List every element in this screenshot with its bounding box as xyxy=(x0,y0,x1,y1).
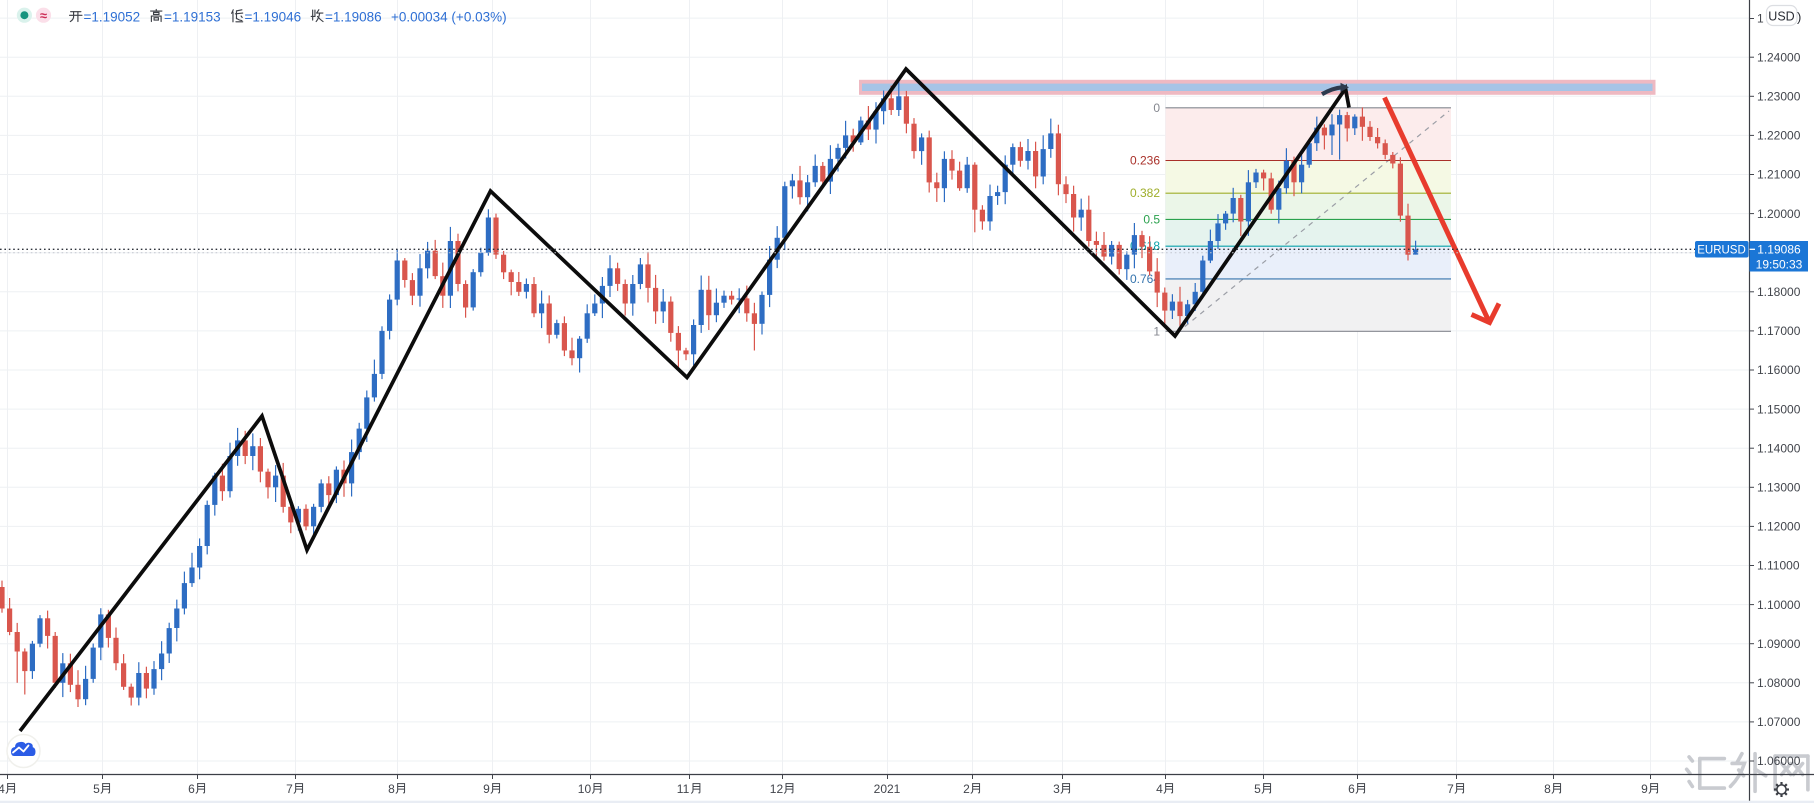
svg-text:2: 2 xyxy=(963,782,970,796)
svg-text:1: 1 xyxy=(1757,12,1764,26)
svg-text:19:50:33: 19:50:33 xyxy=(1756,257,1803,271)
svg-text:6: 6 xyxy=(188,782,195,796)
svg-text:USD: USD xyxy=(1768,10,1794,24)
svg-text:8: 8 xyxy=(388,782,395,796)
svg-text:11: 11 xyxy=(677,782,690,796)
svg-text:1.07000: 1.07000 xyxy=(1757,715,1801,729)
svg-text:4: 4 xyxy=(0,782,5,796)
svg-text:=1.19046: =1.19046 xyxy=(245,10,302,25)
svg-text:5: 5 xyxy=(93,782,100,796)
svg-text:1.16000: 1.16000 xyxy=(1757,363,1801,377)
svg-text:1.17000: 1.17000 xyxy=(1757,324,1801,338)
svg-text:0: 0 xyxy=(1153,101,1160,115)
svg-text:=1.19052: =1.19052 xyxy=(84,10,141,25)
svg-text:8: 8 xyxy=(1544,782,1551,796)
svg-text:=1.19153: =1.19153 xyxy=(164,10,221,25)
svg-text:=1.19086: =1.19086 xyxy=(325,10,382,25)
svg-text:1.06000: 1.06000 xyxy=(1757,754,1801,768)
svg-text:≈: ≈ xyxy=(40,8,47,23)
svg-text:1.15000: 1.15000 xyxy=(1757,402,1801,416)
svg-text:1.10000: 1.10000 xyxy=(1757,598,1801,612)
svg-text:1.24000: 1.24000 xyxy=(1757,50,1801,64)
svg-text:1.09000: 1.09000 xyxy=(1757,637,1801,651)
svg-text:1.18000: 1.18000 xyxy=(1757,285,1801,299)
svg-text:9: 9 xyxy=(483,782,490,796)
svg-text:9: 9 xyxy=(1641,782,1648,796)
svg-text:+0.00034 (+0.03%): +0.00034 (+0.03%) xyxy=(391,10,507,25)
svg-text:5: 5 xyxy=(1254,782,1261,796)
svg-text:6: 6 xyxy=(1348,782,1355,796)
svg-text:1.23000: 1.23000 xyxy=(1757,90,1801,104)
svg-text:): ) xyxy=(1797,10,1801,25)
svg-text:1.19086: 1.19086 xyxy=(1757,243,1801,257)
svg-text:1.20000: 1.20000 xyxy=(1757,207,1801,221)
svg-text:4: 4 xyxy=(1156,782,1163,796)
svg-text:1.08000: 1.08000 xyxy=(1757,676,1801,690)
svg-text:1.12000: 1.12000 xyxy=(1757,520,1801,534)
svg-text:10: 10 xyxy=(578,782,592,796)
svg-text:0.618: 0.618 xyxy=(1130,239,1160,253)
svg-text:1: 1 xyxy=(1153,324,1160,338)
svg-text:1.22000: 1.22000 xyxy=(1757,129,1801,143)
svg-text:1.13000: 1.13000 xyxy=(1757,481,1801,495)
svg-text:2021: 2021 xyxy=(874,782,901,796)
svg-text:12: 12 xyxy=(770,782,784,796)
svg-text:0.5: 0.5 xyxy=(1143,212,1160,226)
svg-text:1.14000: 1.14000 xyxy=(1757,441,1801,455)
svg-text:0.382: 0.382 xyxy=(1130,186,1160,200)
svg-text:7: 7 xyxy=(1447,782,1454,796)
svg-text:3: 3 xyxy=(1053,782,1060,796)
svg-text:0.764: 0.764 xyxy=(1130,272,1160,286)
svg-text:7: 7 xyxy=(286,782,293,796)
svg-text:0.236: 0.236 xyxy=(1130,154,1160,168)
svg-text:EURUSD: EURUSD xyxy=(1697,244,1746,256)
svg-text:1.21000: 1.21000 xyxy=(1757,168,1801,182)
svg-text:1.11000: 1.11000 xyxy=(1757,559,1800,573)
